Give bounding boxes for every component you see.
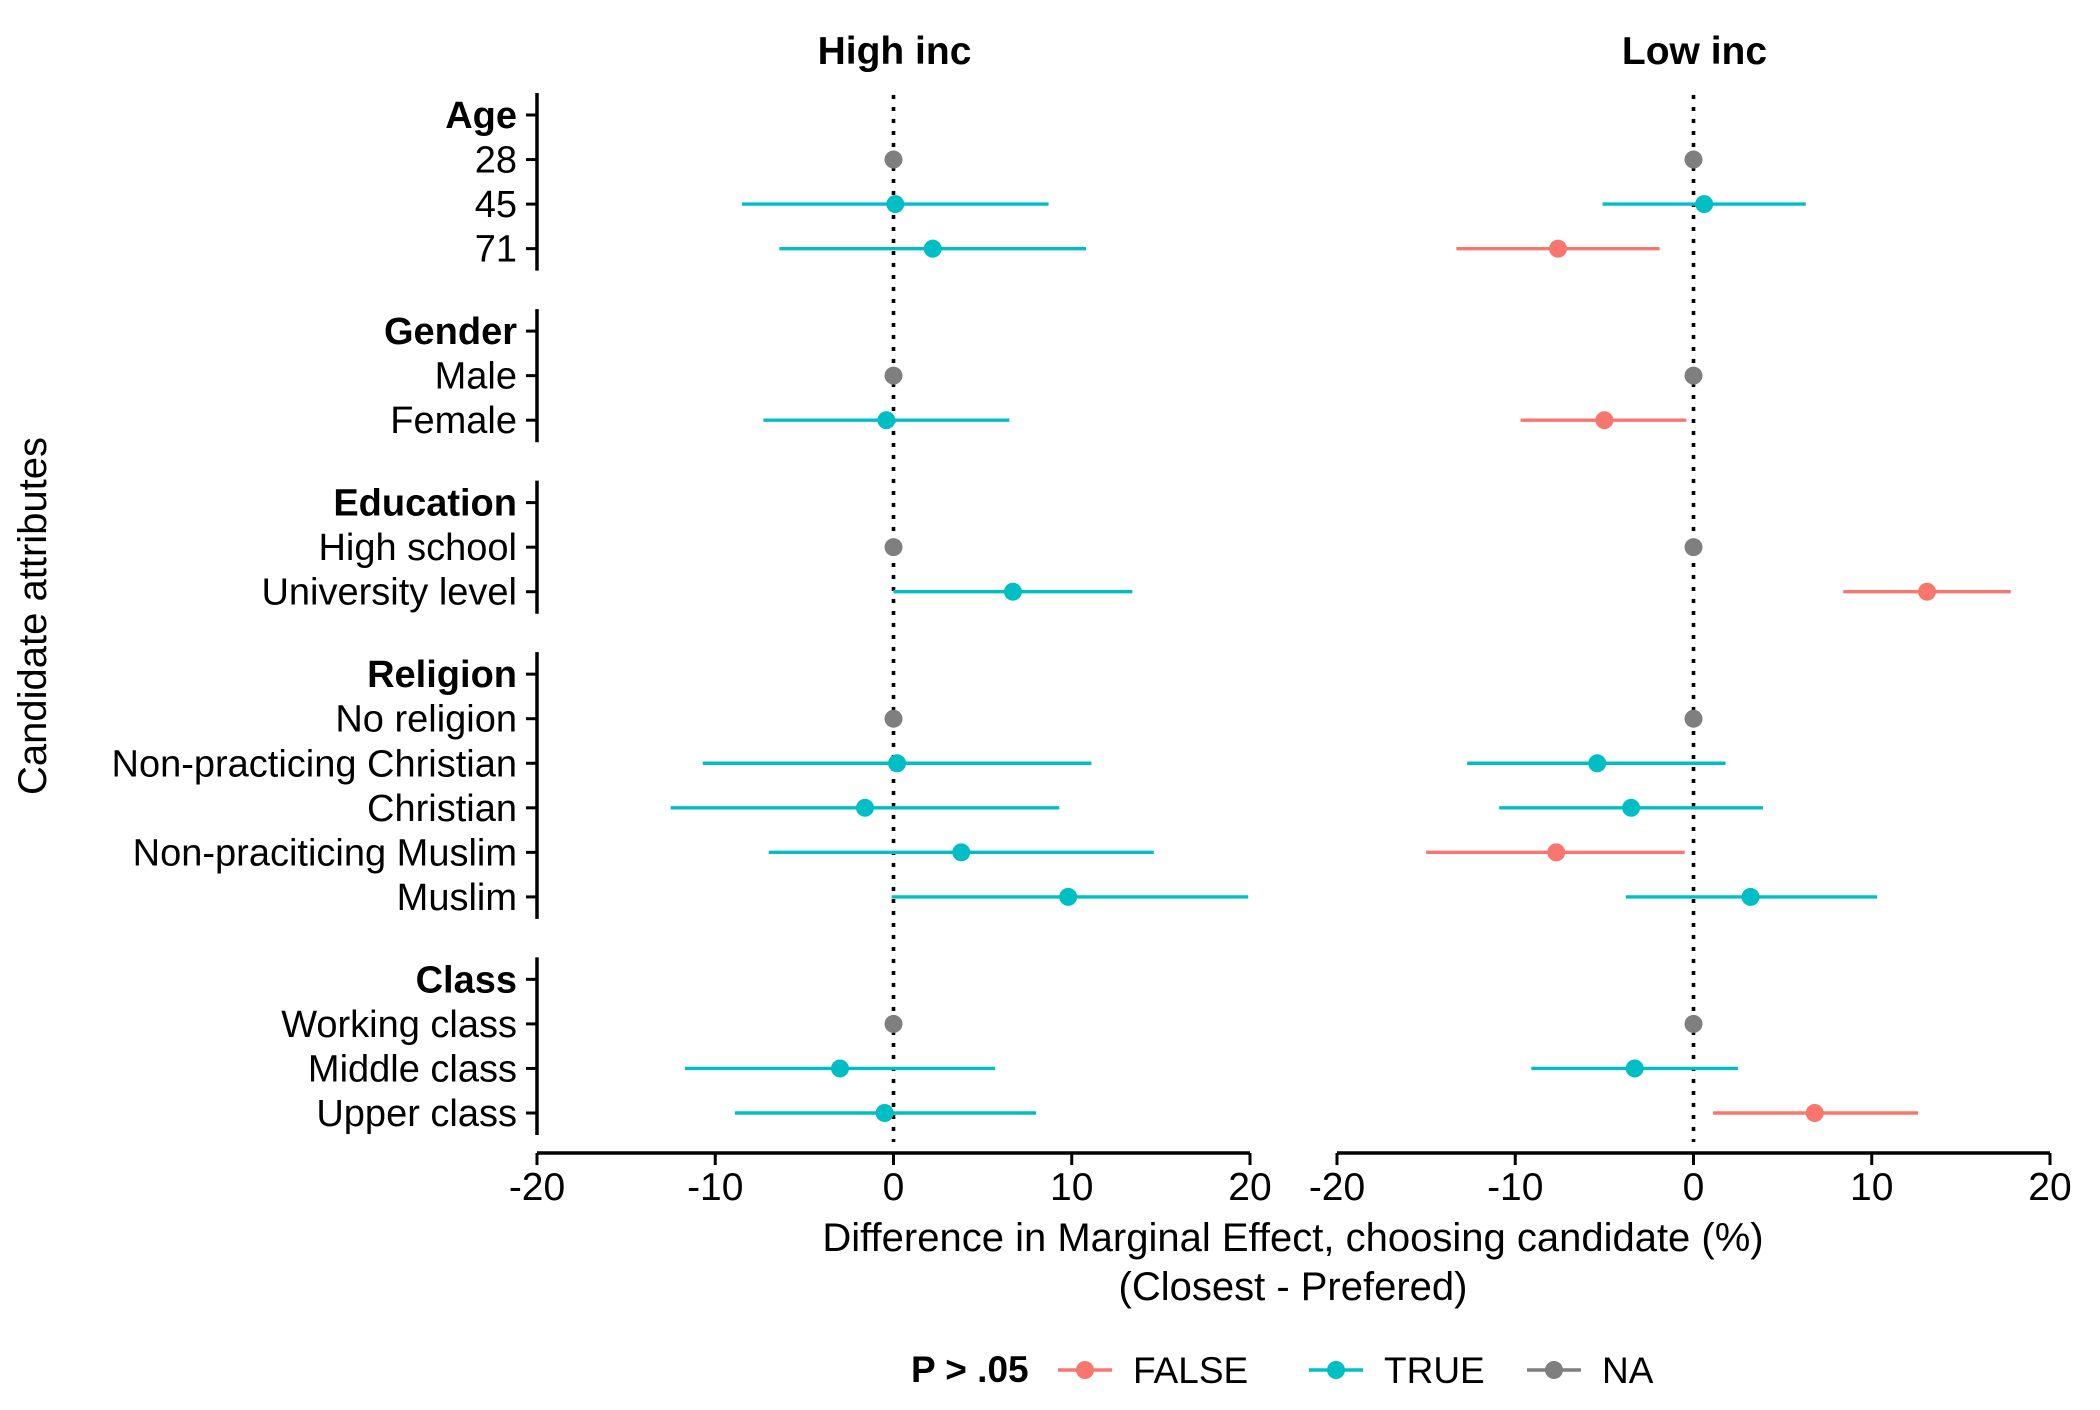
category-label-45: 45 — [475, 184, 517, 226]
category-label-non-praciticing-muslim: Non-praciticing Muslim — [133, 832, 517, 874]
estimate-point — [1547, 843, 1566, 862]
panel-title: Low inc — [1622, 30, 1767, 73]
estimate-point — [877, 411, 896, 430]
estimate-point — [855, 798, 874, 817]
category-label-female: Female — [390, 400, 517, 442]
category-label-university-level: University level — [261, 572, 517, 614]
panel-low-inc: Low inc — [1426, 30, 2011, 1142]
x-axis-title: Difference in Marginal Effect, choosing … — [822, 1216, 1763, 1260]
estimate-point — [831, 1059, 850, 1078]
estimate-point — [884, 538, 903, 557]
estimate-point — [1549, 239, 1568, 258]
estimate-point — [1595, 411, 1614, 430]
category-label-middle-class: Middle class — [308, 1048, 517, 1090]
estimate-point — [888, 754, 907, 773]
panel-title: High inc — [818, 30, 972, 73]
group-label-class: Class — [416, 959, 517, 1001]
x-tick-label: 20 — [2028, 1166, 2071, 1209]
category-label-muslim: Muslim — [397, 877, 517, 919]
estimate-point — [884, 1014, 903, 1033]
category-label-working-class: Working class — [281, 1004, 517, 1046]
estimate-point — [1684, 538, 1703, 557]
x-tick-label: 20 — [1228, 1166, 1271, 1209]
estimate-point — [1805, 1104, 1824, 1122]
legend-label-true: TRUE — [1384, 1350, 1485, 1391]
x-tick-label: -10 — [687, 1166, 743, 1209]
legend-key-point — [1327, 1361, 1345, 1379]
estimate-point — [1684, 150, 1703, 169]
legend: P > .05 FALSE TRUE NA — [911, 1349, 1654, 1391]
estimate-point — [1741, 887, 1760, 906]
estimate-point — [923, 239, 942, 258]
estimate-point — [1003, 582, 1022, 601]
category-label-71: 71 — [475, 229, 517, 271]
group-label-education: Education — [333, 483, 517, 525]
legend-key-point — [1076, 1361, 1094, 1379]
x-tick-label: 10 — [1050, 1166, 1093, 1209]
category-label-christian: Christian — [367, 788, 517, 830]
legend-label-na: NA — [1602, 1350, 1654, 1391]
estimate-point — [1918, 582, 1937, 601]
group-label-age: Age — [445, 95, 517, 137]
group-label-religion: Religion — [367, 654, 517, 696]
category-label-high-school: High school — [318, 527, 517, 569]
category-label-non-practicing-christian: Non-practicing Christian — [112, 743, 518, 785]
estimate-point — [884, 150, 903, 169]
estimate-point — [1684, 1014, 1703, 1033]
category-label-no-religion: No religion — [335, 699, 517, 741]
estimate-point — [1059, 887, 1078, 906]
estimate-point — [952, 843, 971, 862]
legend-title: P > .05 — [911, 1349, 1029, 1390]
x-tick-label: -10 — [1487, 1166, 1543, 1209]
estimate-point — [1695, 195, 1714, 214]
x-tick-label: 0 — [1683, 1166, 1705, 1209]
estimate-point — [1622, 798, 1641, 817]
category-label-male: Male — [435, 356, 517, 398]
estimate-point — [1684, 709, 1703, 728]
category-label-upper-class: Upper class — [316, 1093, 517, 1135]
legend-label-false: FALSE — [1133, 1350, 1248, 1391]
estimate-point — [884, 366, 903, 385]
estimate-point — [1684, 366, 1703, 385]
estimate-point — [884, 709, 903, 728]
x-axis-subtitle: (Closest - Prefered) — [1119, 1265, 1468, 1309]
panel-high-inc: High inc — [670, 30, 1249, 1142]
estimate-point — [1588, 754, 1607, 773]
x-axes: -20 -10 0 10 20 -20 -10 0 10 20 — [509, 1151, 2072, 1209]
category-label-28: 28 — [475, 140, 517, 182]
estimate-point — [886, 195, 905, 214]
x-tick-label: 10 — [1850, 1166, 1893, 1209]
x-tick-label: -20 — [509, 1166, 565, 1209]
legend-key-point — [1545, 1361, 1563, 1379]
panels: High inc Low inc — [670, 30, 2011, 1142]
x-tick-label: 0 — [883, 1166, 905, 1209]
estimate-point — [1625, 1059, 1644, 1078]
estimate-point — [875, 1104, 894, 1122]
group-label-gender: Gender — [384, 311, 517, 353]
y-axis-title: Candidate attributes — [11, 437, 55, 795]
x-tick-label: -20 — [1309, 1166, 1365, 1209]
